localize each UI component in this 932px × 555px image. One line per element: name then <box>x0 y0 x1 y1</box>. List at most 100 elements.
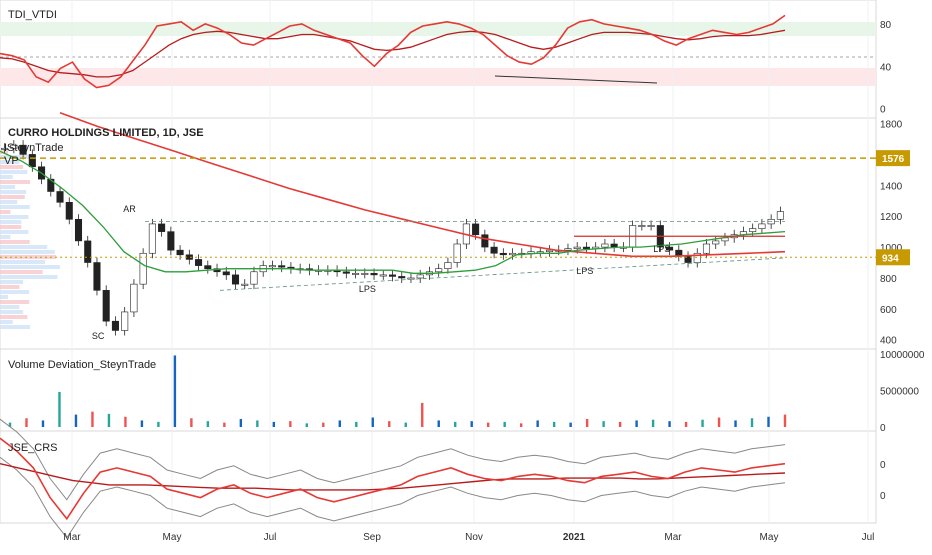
candle-body <box>204 265 212 270</box>
volume-profile-bar <box>0 265 60 269</box>
volume-profile-bar <box>0 260 46 264</box>
price-axis-label: 1400 <box>880 181 903 192</box>
range-bottom-line <box>219 257 786 291</box>
volume-profile-bar <box>0 325 30 329</box>
candle-body <box>398 276 406 279</box>
volume-profile-bar <box>0 225 22 229</box>
price-title: CURRO HOLDINGS LIMITED, 1D, JSE <box>8 127 204 139</box>
crs-lower-band <box>0 456 786 539</box>
candle-body <box>416 274 424 279</box>
volume-bar <box>618 421 622 427</box>
x-axis-label-5: 2021 <box>563 532 586 543</box>
crs-title: JSE_CRS <box>8 442 58 454</box>
volume-profile-bar <box>0 290 30 294</box>
tdi-panel <box>0 0 877 119</box>
price-axis-label: 800 <box>880 274 897 285</box>
volume-profile-bar <box>0 310 24 314</box>
volume-bar <box>569 422 572 427</box>
volume-bar <box>91 411 94 427</box>
volume-bar <box>585 418 589 427</box>
price-panel <box>0 117 877 350</box>
volume-bar <box>602 421 605 427</box>
candle-body <box>666 246 674 251</box>
x-axis-label-0: Mar <box>63 532 81 543</box>
volume-profile-bar <box>0 235 11 239</box>
volume-bar <box>124 416 127 427</box>
candle-body <box>370 273 378 276</box>
volume-bar <box>8 422 12 427</box>
volume-profile-bar <box>0 270 43 274</box>
candle-body <box>712 240 720 245</box>
candle-body <box>167 231 175 251</box>
candle-body <box>195 259 203 266</box>
volume-bar <box>437 420 440 427</box>
volume-bar <box>783 414 787 427</box>
x-axis-label-3: Sep <box>363 532 381 543</box>
candle-body <box>352 273 360 275</box>
volume-profile-bar <box>0 205 30 209</box>
candle-body <box>610 243 618 248</box>
tdi-axis-label: 40 <box>880 62 892 73</box>
volume-bar <box>223 422 226 427</box>
crs-axis-label: 0 <box>880 460 886 471</box>
volume-bar <box>750 418 754 427</box>
volume-profile-bar <box>0 150 8 154</box>
volume-bar <box>767 416 770 427</box>
candle-body <box>278 265 286 268</box>
volume-bar <box>388 421 391 427</box>
candle-body <box>545 249 554 253</box>
tdi-rsi-line <box>0 14 786 89</box>
volume-profile-bar <box>0 305 20 309</box>
candle-body <box>28 154 36 168</box>
volume-bar <box>355 421 358 427</box>
volume-bar <box>41 420 45 427</box>
volume-bar <box>140 420 144 427</box>
candle-body <box>638 225 646 227</box>
candle-body <box>1 147 9 150</box>
volume-layer <box>8 355 787 427</box>
annotation-lps: LPS <box>653 244 670 254</box>
price-badge-bg <box>876 249 910 266</box>
candle-body <box>361 273 369 275</box>
volume-profile-bar <box>0 155 30 159</box>
volume-profile-bar <box>0 255 57 259</box>
volume-profile-bar <box>0 175 13 179</box>
candle-body <box>435 268 443 273</box>
candle-body <box>582 246 590 249</box>
volume-profile-bar <box>0 240 30 244</box>
volume-bar <box>717 417 721 427</box>
candle-body <box>481 234 489 248</box>
price-axis-label: 600 <box>880 305 897 316</box>
volume-bar <box>404 422 407 427</box>
candle-body <box>121 311 129 331</box>
candle-body <box>93 262 101 291</box>
price-axis-label: 1800 <box>880 120 903 131</box>
volume-bar <box>173 355 177 427</box>
volume-profile-bar <box>0 275 58 279</box>
candle-body <box>250 271 258 285</box>
volume-profile-bar <box>0 230 29 234</box>
volume-profile-bar <box>0 295 9 299</box>
annotation-lps: LPS <box>576 266 593 276</box>
volume-bar <box>25 418 28 427</box>
candle-body <box>65 201 73 220</box>
candle-body <box>231 274 240 285</box>
x-axis-label-6: Mar <box>664 532 682 543</box>
price-badge-bg <box>876 150 910 167</box>
volume-bar <box>322 422 325 427</box>
candle-body <box>158 223 166 232</box>
volume-bar <box>256 420 259 427</box>
crs-line <box>0 437 786 521</box>
candle-body <box>509 252 517 256</box>
candle-body <box>564 248 572 251</box>
tdi-axis-label: 80 <box>880 20 892 31</box>
grid <box>71 0 869 523</box>
volume-profile-bar <box>0 285 20 289</box>
x-axis-label-7: May <box>760 532 779 543</box>
candle-body <box>74 218 83 242</box>
candle-body <box>388 274 397 277</box>
candle-body <box>10 144 18 149</box>
candle-body <box>379 274 387 277</box>
